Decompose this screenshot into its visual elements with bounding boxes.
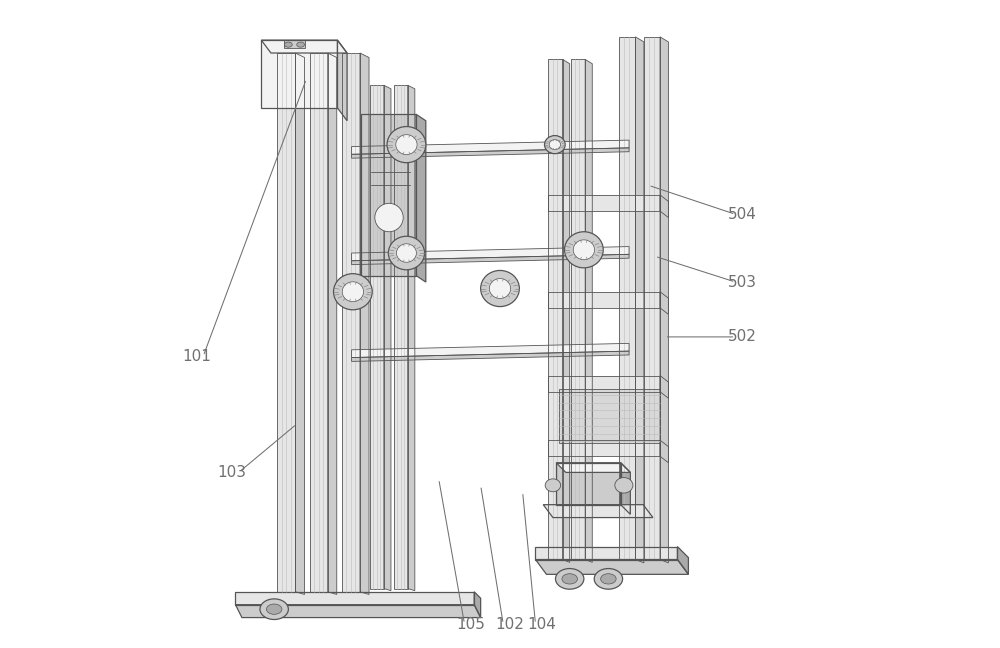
Ellipse shape bbox=[397, 244, 416, 262]
Ellipse shape bbox=[489, 279, 511, 299]
Polygon shape bbox=[556, 463, 630, 472]
Ellipse shape bbox=[549, 140, 561, 150]
Polygon shape bbox=[635, 37, 644, 563]
Polygon shape bbox=[660, 376, 668, 399]
Polygon shape bbox=[352, 254, 629, 264]
Polygon shape bbox=[548, 195, 660, 211]
Text: 103: 103 bbox=[218, 465, 247, 480]
Ellipse shape bbox=[615, 478, 633, 493]
Polygon shape bbox=[394, 86, 408, 588]
Ellipse shape bbox=[387, 126, 426, 163]
Polygon shape bbox=[660, 292, 668, 314]
Ellipse shape bbox=[342, 282, 364, 302]
Polygon shape bbox=[556, 463, 621, 505]
Ellipse shape bbox=[334, 273, 372, 310]
Polygon shape bbox=[660, 440, 668, 463]
Polygon shape bbox=[235, 592, 474, 605]
Polygon shape bbox=[559, 389, 660, 443]
Polygon shape bbox=[342, 53, 360, 592]
Ellipse shape bbox=[545, 135, 565, 154]
Ellipse shape bbox=[555, 568, 584, 589]
Polygon shape bbox=[416, 114, 426, 282]
Polygon shape bbox=[295, 53, 304, 594]
Text: 503: 503 bbox=[727, 275, 756, 290]
Ellipse shape bbox=[375, 203, 403, 232]
Polygon shape bbox=[310, 53, 328, 592]
Text: 104: 104 bbox=[528, 616, 556, 632]
Polygon shape bbox=[370, 86, 384, 588]
Polygon shape bbox=[644, 37, 660, 559]
Polygon shape bbox=[548, 60, 563, 559]
Polygon shape bbox=[328, 53, 337, 594]
Polygon shape bbox=[261, 40, 337, 108]
Polygon shape bbox=[235, 605, 481, 618]
Text: 101: 101 bbox=[182, 349, 211, 364]
Ellipse shape bbox=[481, 270, 519, 307]
Ellipse shape bbox=[260, 599, 288, 619]
Ellipse shape bbox=[396, 135, 417, 155]
Polygon shape bbox=[352, 343, 629, 358]
Polygon shape bbox=[535, 547, 677, 559]
Polygon shape bbox=[543, 505, 653, 518]
Polygon shape bbox=[548, 440, 660, 456]
Polygon shape bbox=[361, 114, 416, 275]
Ellipse shape bbox=[594, 568, 623, 589]
Text: 102: 102 bbox=[495, 616, 524, 632]
Polygon shape bbox=[621, 463, 630, 515]
Polygon shape bbox=[352, 148, 629, 158]
Polygon shape bbox=[337, 40, 347, 121]
Text: 105: 105 bbox=[457, 616, 485, 632]
Polygon shape bbox=[677, 547, 688, 574]
Ellipse shape bbox=[388, 237, 425, 270]
Polygon shape bbox=[548, 292, 660, 308]
Polygon shape bbox=[619, 37, 635, 559]
Ellipse shape bbox=[297, 42, 304, 47]
Polygon shape bbox=[548, 376, 660, 392]
Polygon shape bbox=[352, 140, 629, 154]
Ellipse shape bbox=[545, 479, 561, 492]
Ellipse shape bbox=[562, 573, 577, 584]
Polygon shape bbox=[585, 60, 592, 562]
Polygon shape bbox=[277, 53, 295, 592]
Text: 502: 502 bbox=[728, 329, 756, 344]
Ellipse shape bbox=[266, 604, 282, 614]
Text: 504: 504 bbox=[728, 207, 756, 222]
Ellipse shape bbox=[601, 573, 616, 584]
Ellipse shape bbox=[565, 232, 603, 268]
Ellipse shape bbox=[573, 240, 595, 260]
Polygon shape bbox=[660, 195, 668, 218]
Polygon shape bbox=[384, 86, 391, 591]
Polygon shape bbox=[571, 60, 585, 559]
Ellipse shape bbox=[284, 42, 292, 47]
Polygon shape bbox=[352, 351, 629, 362]
Polygon shape bbox=[360, 53, 369, 594]
Polygon shape bbox=[474, 592, 481, 618]
Polygon shape bbox=[352, 247, 629, 260]
Polygon shape bbox=[261, 40, 347, 53]
Polygon shape bbox=[408, 86, 415, 591]
Polygon shape bbox=[563, 60, 570, 562]
Polygon shape bbox=[284, 40, 305, 49]
Polygon shape bbox=[535, 559, 688, 574]
Polygon shape bbox=[660, 37, 668, 563]
